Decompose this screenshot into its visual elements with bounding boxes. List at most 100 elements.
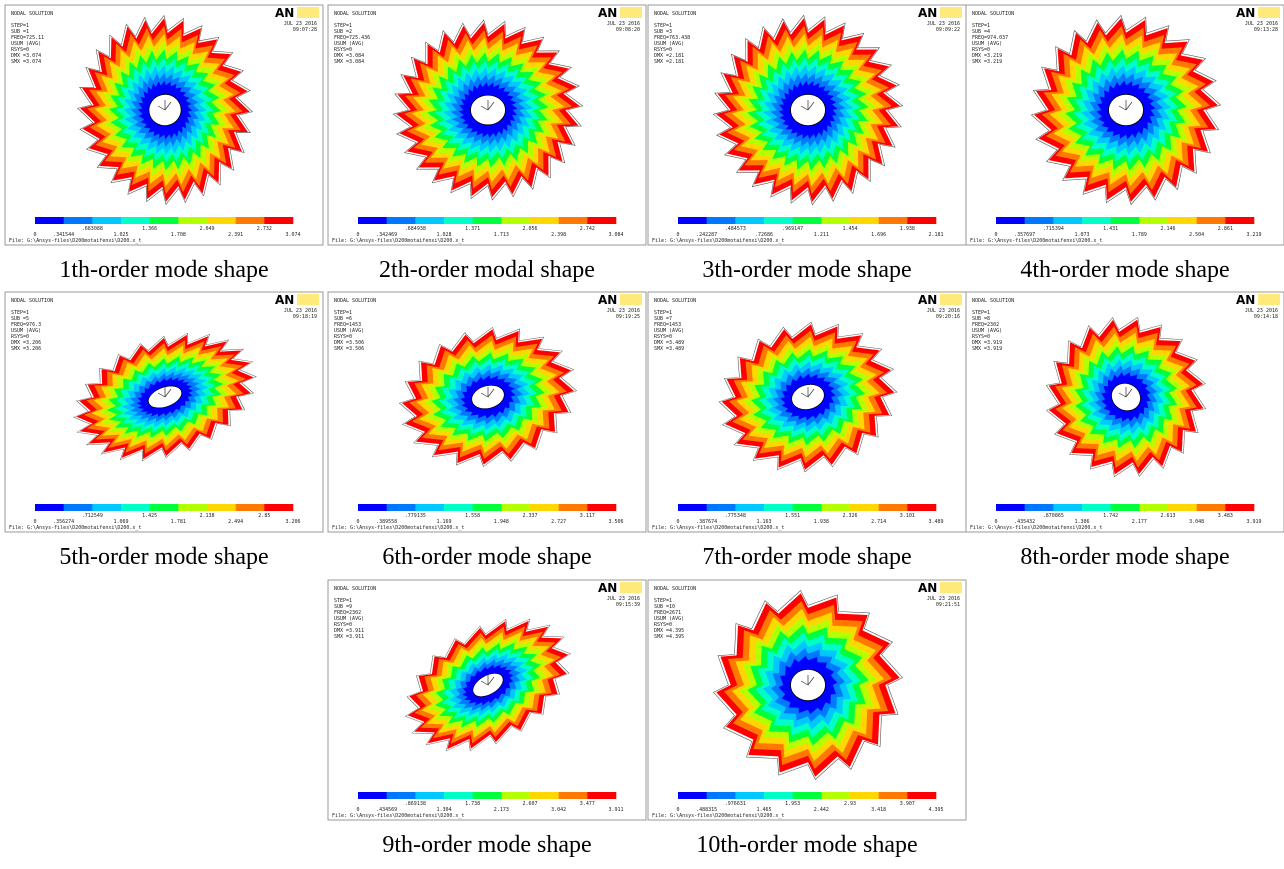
legend-label: .683088 xyxy=(82,226,103,232)
caption: 2th-order modal shape xyxy=(379,257,595,283)
legend-swatch xyxy=(1082,217,1111,224)
legend-label: .684938 xyxy=(405,226,426,232)
legend-swatch xyxy=(907,504,936,511)
file-path: File: G:\Ansys-files\D200motaifenxi\D200… xyxy=(652,525,784,531)
legend-swatch xyxy=(35,217,64,224)
caption: 3th-order mode shape xyxy=(702,257,911,283)
caption: 9th-order mode shape xyxy=(382,832,591,858)
legend-label: 3.042 xyxy=(551,807,566,813)
logo: AN xyxy=(598,581,617,595)
legend-swatch xyxy=(1168,217,1197,224)
legend-label: 1.742 xyxy=(1103,513,1118,519)
legend-swatch xyxy=(707,792,736,799)
legend-label: 2.049 xyxy=(199,226,214,232)
info-line: SMX =3.219 xyxy=(972,59,1002,65)
legend-swatch xyxy=(764,217,793,224)
file-path: File: G:\Ansys-files\D200motaifenxi\D200… xyxy=(332,525,464,531)
legend-swatch xyxy=(735,217,764,224)
time: 09:19:25 xyxy=(616,314,640,320)
legend-swatch xyxy=(92,217,121,224)
legend-swatch xyxy=(1225,217,1254,224)
panel-header: NODAL SOLUTION xyxy=(654,298,696,304)
file-path: File: G:\Ansys-files\D200motaifenxi\D200… xyxy=(652,813,784,819)
legend-label: 2.442 xyxy=(814,807,829,813)
caption: 6th-order mode shape xyxy=(382,544,591,570)
legend-label: 1.551 xyxy=(785,513,800,519)
legend-label: .712549 xyxy=(82,513,103,519)
legend-swatch xyxy=(1053,504,1082,511)
legend-swatch xyxy=(415,792,444,799)
legend-swatch xyxy=(678,504,707,511)
logo-box xyxy=(620,7,642,18)
info-line: SMX =3.074 xyxy=(11,59,41,65)
legend-swatch xyxy=(793,792,822,799)
logo: AN xyxy=(598,293,617,307)
logo: AN xyxy=(918,6,937,20)
panel-header: NODAL SOLUTION xyxy=(654,586,696,592)
legend-swatch xyxy=(35,504,64,511)
info-line: SMX =3.084 xyxy=(334,59,364,65)
info-line: SMX =3.206 xyxy=(11,346,41,352)
legend-swatch xyxy=(501,504,530,511)
legend-label: 1.708 xyxy=(171,232,186,238)
time: 09:21:51 xyxy=(936,602,960,608)
legend-swatch xyxy=(707,504,736,511)
legend-swatch xyxy=(358,504,387,511)
legend-swatch xyxy=(559,792,588,799)
time: 09:18:19 xyxy=(293,314,317,320)
legend-swatch xyxy=(1139,504,1168,511)
legend-label: 1.781 xyxy=(171,519,186,525)
legend-swatch xyxy=(559,217,588,224)
info-line: SMX =4.395 xyxy=(654,634,684,640)
logo: AN xyxy=(918,581,937,595)
legend-swatch xyxy=(793,217,822,224)
legend-swatch xyxy=(821,217,850,224)
logo-box xyxy=(1258,7,1280,18)
ansys-panel: NODAL SOLUTIONSTEP=1SUB =5FREQ=976.3USUM… xyxy=(5,292,323,532)
legend-swatch xyxy=(501,217,530,224)
ansys-panel: NODAL SOLUTIONSTEP=1SUB =7FREQ=1453USUM … xyxy=(648,292,966,532)
legend-swatch xyxy=(678,792,707,799)
legend-swatch xyxy=(587,217,616,224)
legend-label: .976631 xyxy=(725,801,746,807)
legend-label: 1.558 xyxy=(465,513,480,519)
ansys-panel: NODAL SOLUTIONSTEP=1SUB =2FREQ=725.436US… xyxy=(328,5,646,245)
info-line: SMX =3.919 xyxy=(972,346,1002,352)
caption: 8th-order mode shape xyxy=(1020,544,1229,570)
logo-box xyxy=(1258,294,1280,305)
legend-label: 1.938 xyxy=(900,226,915,232)
legend-swatch xyxy=(444,504,473,511)
legend-label: 2.138 xyxy=(199,513,214,519)
legend-swatch xyxy=(1082,504,1111,511)
panel-header: NODAL SOLUTION xyxy=(334,11,376,17)
legend-label: 2.742 xyxy=(580,226,595,232)
legend-swatch xyxy=(64,504,93,511)
file-path: File: G:\Ansys-files\D200motaifenxi\D200… xyxy=(332,813,464,819)
caption: 4th-order mode shape xyxy=(1020,257,1229,283)
legend-label: 3.206 xyxy=(285,519,300,525)
file-path: File: G:\Ansys-files\D200motaifenxi\D200… xyxy=(9,525,141,531)
legend-swatch xyxy=(764,504,793,511)
legend-swatch xyxy=(1197,217,1226,224)
legend-swatch xyxy=(121,504,150,511)
time: 09:09:22 xyxy=(936,27,960,33)
legend-label: 1.738 xyxy=(465,801,480,807)
file-path: File: G:\Ansys-files\D200motaifenxi\D200… xyxy=(652,238,784,244)
legend-label: 3.907 xyxy=(900,801,915,807)
legend-swatch xyxy=(879,504,908,511)
legend-swatch xyxy=(150,217,179,224)
legend-swatch xyxy=(1053,217,1082,224)
legend-swatch xyxy=(92,504,121,511)
logo: AN xyxy=(918,293,937,307)
legend-label: 2.504 xyxy=(1189,232,1204,238)
legend-swatch xyxy=(879,217,908,224)
legend-label: 2.337 xyxy=(522,513,537,519)
legend-label: .775348 xyxy=(725,513,746,519)
legend-label: 3.483 xyxy=(1218,513,1233,519)
logo-box xyxy=(297,7,319,18)
legend-label: 2.93 xyxy=(844,801,856,807)
legend-swatch xyxy=(358,792,387,799)
legend-swatch xyxy=(264,504,293,511)
legend-swatch xyxy=(1139,217,1168,224)
